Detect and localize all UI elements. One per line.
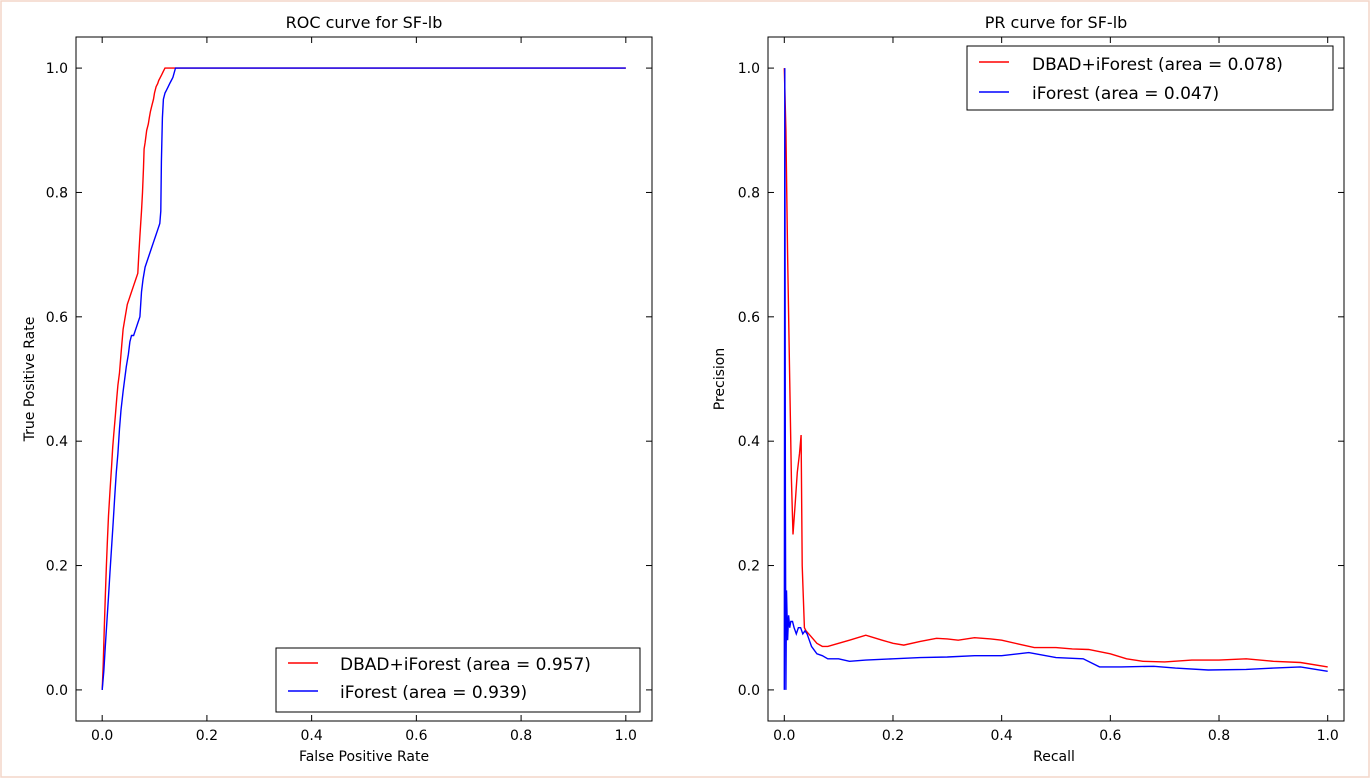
pr-legend-label-dbad: DBAD+iForest (area = 0.078) — [1032, 55, 1283, 75]
pr-x-tick-label: 0.6 — [1099, 728, 1121, 744]
roc-x-tick-label: 0.4 — [301, 728, 323, 744]
pr-y-tick-label: 0.2 — [738, 559, 760, 575]
roc-x-tick-label: 1.0 — [615, 728, 637, 744]
roc-plot-area — [101, 67, 626, 690]
roc-legend-label-dbad: DBAD+iForest (area = 0.957) — [340, 655, 591, 675]
roc-ticks: 0.0 0.2 0.4 0.6 0.8 1.0 0.0 0.2 0.4 0.6 0.8 1.0 — [46, 37, 652, 744]
pr-y-tick-label: 0.4 — [738, 434, 760, 450]
pr-y-axis-label: Precision — [712, 348, 728, 410]
roc-series-iforest-line — [101, 67, 626, 690]
pr-chart-title: PR curve for SF-lb — [985, 13, 1128, 32]
pr-ticks: 0.0 0.2 0.4 0.6 0.8 1.0 0.0 0.2 0.4 0.6 0.8 1.0 — [738, 37, 1344, 744]
roc-legend-frame — [275, 647, 641, 713]
roc-y-tick-label: 0.8 — [46, 185, 68, 201]
pr-legend: DBAD+iForest (area = 0.078) iForest (are… — [966, 45, 1334, 111]
roc-chart-title: ROC curve for SF-lb — [286, 13, 443, 32]
roc-y-tick-label: 1.0 — [46, 61, 68, 77]
pr-y-tick-label: 0.6 — [738, 310, 760, 326]
pr-y-tick-label: 1.0 — [738, 61, 760, 77]
roc-x-tick-label: 0.6 — [405, 728, 427, 744]
pr-x-tick-label: 0.2 — [882, 728, 904, 744]
pr-legend-frame — [966, 45, 1334, 111]
pr-legend-label-iforest: iForest (area = 0.047) — [1032, 84, 1219, 104]
pr-plot-area — [783, 68, 1328, 690]
roc-series-dbad-iforest-line — [101, 67, 626, 690]
roc-y-tick-label: 0.0 — [46, 683, 68, 699]
roc-x-tick-label: 0.0 — [91, 728, 113, 744]
pr-series-iforest-line — [783, 68, 1328, 690]
roc-y-axis-label: True Positive Rate — [22, 317, 38, 443]
pr-x-tick-label: 0.0 — [773, 728, 795, 744]
roc-chart: ROC curve for SF-lb False Positive Rate … — [22, 13, 653, 765]
roc-y-tick-label: 0.6 — [46, 310, 68, 326]
pr-y-tick-label: 0.0 — [738, 683, 760, 699]
roc-legend: DBAD+iForest (area = 0.957) iForest (are… — [275, 647, 641, 713]
pr-x-tick-label: 1.0 — [1317, 728, 1339, 744]
roc-x-axis-label: False Positive Rate — [299, 749, 429, 765]
pr-x-tick-label: 0.8 — [1208, 728, 1230, 744]
pr-chart: PR curve for SF-lb Recall Precision 0.0 0… — [712, 13, 1345, 765]
pr-axes-frame — [767, 36, 1345, 722]
roc-x-tick-label: 0.8 — [510, 728, 532, 744]
roc-y-tick-label: 0.2 — [46, 559, 68, 575]
pr-y-tick-label: 0.8 — [738, 185, 760, 201]
roc-axes-frame — [75, 36, 653, 722]
roc-x-tick-label: 0.2 — [196, 728, 218, 744]
roc-y-tick-label: 0.4 — [46, 434, 68, 450]
pr-series-dbad-iforest-line — [783, 68, 1328, 668]
roc-legend-label-iforest: iForest (area = 0.939) — [340, 683, 527, 703]
pr-x-tick-label: 0.4 — [991, 728, 1013, 744]
pr-x-axis-label: Recall — [1033, 749, 1075, 765]
